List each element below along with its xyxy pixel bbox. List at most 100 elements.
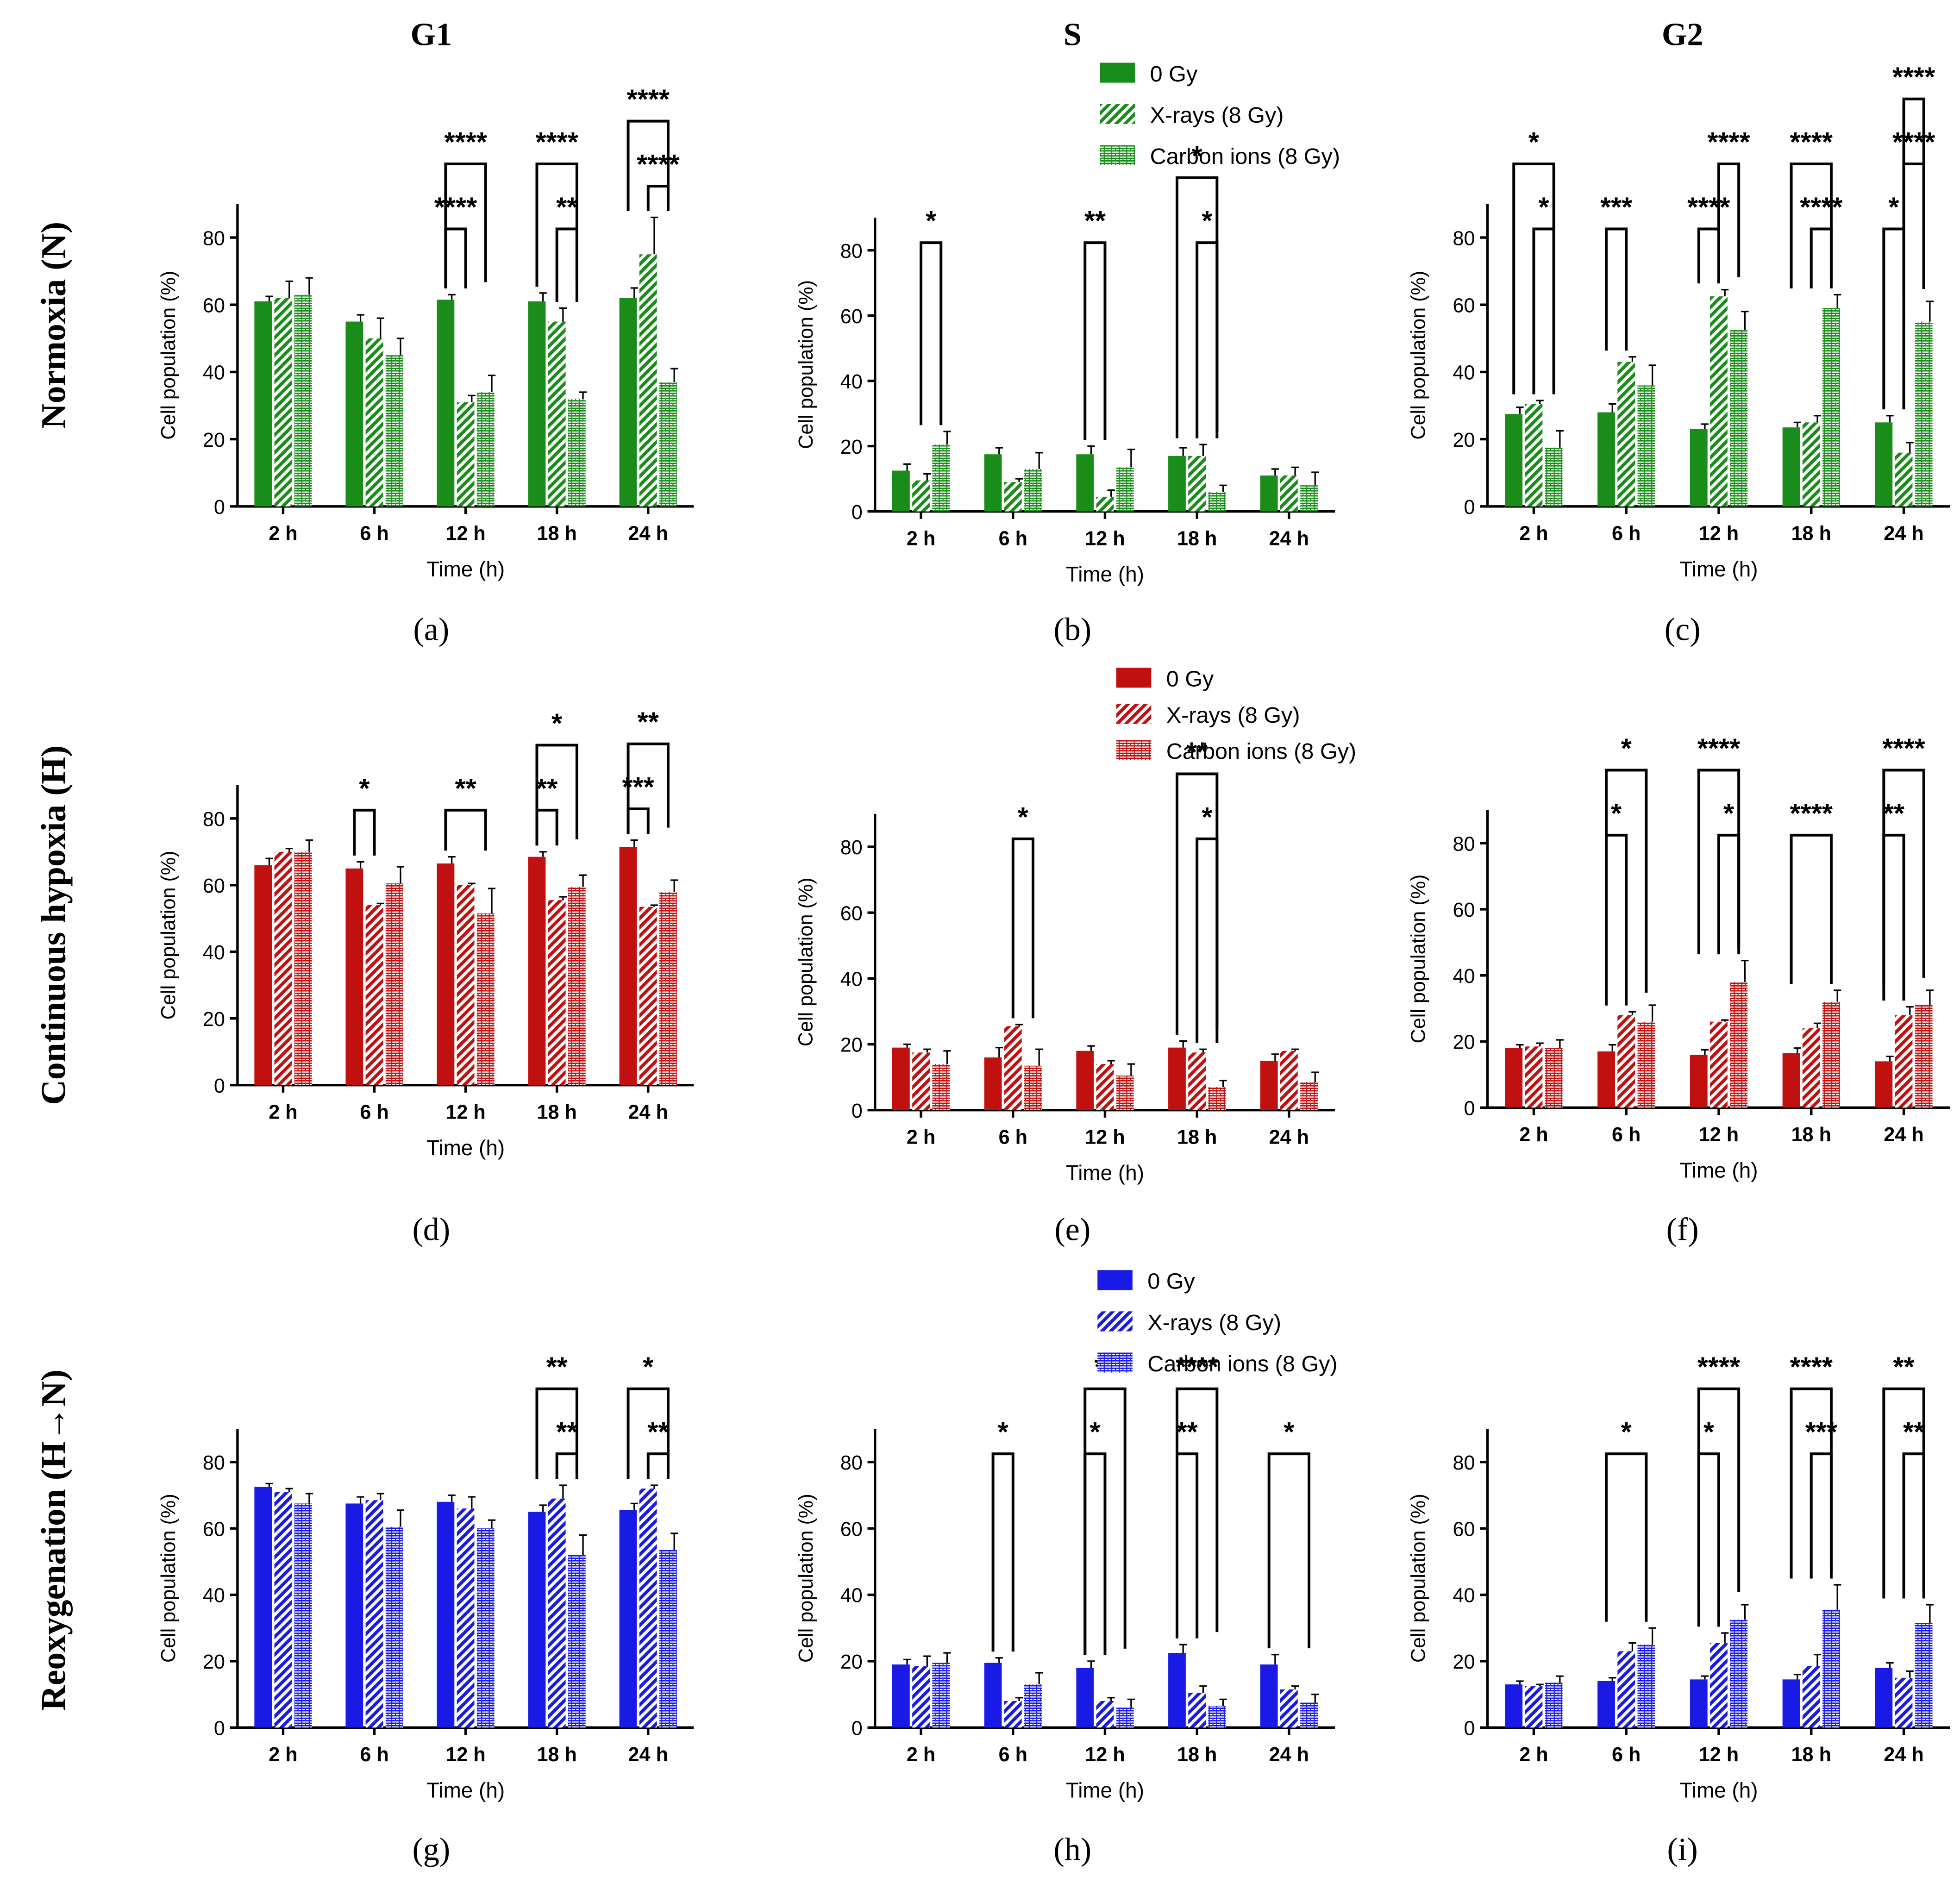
bar-f-s2-c2 [1730, 982, 1748, 1108]
significance-label: * [1888, 191, 1899, 222]
x-tick-label: 2 h [269, 523, 297, 545]
bar-c-s2-c1 [1637, 385, 1655, 507]
x-tick-label: 24 h [1884, 1744, 1923, 1766]
bar-d-s2-c0 [294, 851, 312, 1085]
bar-i-s2-c4 [1915, 1623, 1933, 1728]
significance-bracket [991, 1452, 1014, 1652]
x-tick-label: 18 h [1177, 527, 1217, 550]
legend-swatch [1116, 668, 1152, 688]
legend-label: Carbon ions (8 Gy) [1166, 739, 1356, 764]
x-axis-title: Time (h) [1066, 1778, 1144, 1802]
y-tick-label: 20 [1453, 1032, 1475, 1054]
significance-bracket [920, 241, 943, 425]
y-tick-label: 60 [840, 306, 863, 328]
bar-d-s0-c1 [345, 868, 363, 1085]
bar-a-s2-c3 [568, 399, 586, 507]
bar-b-s1-c1 [1004, 482, 1022, 512]
x-tick-label: 2 h [907, 1126, 935, 1149]
bar-i-s0-c1 [1597, 1681, 1615, 1728]
x-tick-label: 24 h [628, 523, 668, 545]
bar-e-s2-c3 [1208, 1087, 1226, 1110]
significance-label: * [1192, 140, 1203, 171]
bar-f-s1-c1 [1617, 1015, 1635, 1108]
significance-bracket [1882, 227, 1905, 410]
panel-letter-d: (d) [412, 1211, 450, 1247]
bar-d-s2-c3 [568, 887, 586, 1085]
bar-i-s0-c0 [1505, 1684, 1523, 1728]
x-axis-title: Time (h) [426, 1136, 505, 1160]
bar-c-s0-c0 [1505, 414, 1523, 507]
significance-label: **** [1697, 732, 1741, 763]
y-tick-label: 0 [1464, 1718, 1475, 1740]
significance-label: **** [1790, 126, 1833, 157]
bar-e-s2-c1 [1024, 1065, 1042, 1110]
y-tick-label: 80 [1453, 1452, 1475, 1474]
significance-label: **** [434, 191, 477, 222]
y-tick-label: 80 [840, 837, 863, 859]
bar-i-s1-c2 [1710, 1643, 1728, 1728]
significance-bracket [626, 119, 670, 212]
significance-bracket [1717, 163, 1741, 284]
x-axis-title: Time (h) [1679, 557, 1758, 581]
y-tick-label: 40 [203, 942, 225, 964]
significance-bracket [1532, 227, 1555, 394]
bar-i-s2-c3 [1822, 1609, 1840, 1728]
x-tick-label: 6 h [999, 1744, 1027, 1766]
significance-label: **** [1790, 1351, 1833, 1382]
x-tick-label: 12 h [445, 523, 485, 545]
y-tick-label: 20 [840, 1034, 863, 1057]
legend-label: X-rays (8 Gy) [1150, 103, 1284, 128]
significance-bracket [1790, 163, 1833, 288]
x-tick-label: 6 h [1612, 1124, 1641, 1146]
bar-i-s1-c0 [1525, 1686, 1543, 1728]
significance-label: * [1202, 801, 1213, 832]
bar-a-s1-c0 [274, 298, 292, 507]
bar-f-s0-c0 [1505, 1048, 1523, 1108]
y-axis-title: Cell population (%) [795, 877, 817, 1046]
bar-e-s1-c4 [1280, 1051, 1298, 1110]
bar-b-s2-c2 [1116, 467, 1134, 512]
panel-letter-g: (g) [412, 1831, 450, 1867]
legend-label: Carbon ions (8 Gy) [1150, 144, 1340, 169]
significance-bracket [626, 807, 650, 834]
significance-label: ** [1084, 205, 1106, 236]
significance-label: * [1611, 798, 1622, 829]
bar-a-s2-c1 [385, 355, 403, 507]
y-tick-label: 20 [840, 1651, 863, 1673]
legend-R: 0 Gy X-rays (8 Gy) Carbon ions (8 Gy) [1097, 1269, 1338, 1376]
significance-bracket [1717, 833, 1741, 955]
bar-b-s0-c3 [1168, 456, 1186, 512]
significance-label: ** [1176, 1416, 1198, 1447]
bar-c-s2-c3 [1822, 308, 1840, 507]
bar-g-s1-c2 [457, 1508, 475, 1728]
bar-d-s1-c2 [457, 885, 475, 1085]
y-tick-label: 0 [214, 1075, 225, 1097]
legend-H: 0 Gy X-rays (8 Gy) Carbon ions (8 Gy) [1116, 667, 1356, 764]
significance-bracket [1605, 227, 1628, 351]
bar-c-s1-c2 [1710, 296, 1728, 507]
bar-c-s0-c2 [1690, 429, 1708, 507]
panel-e: 0 20 40 60 80 Cell population (%) 2 h 6 h 12 h 18… [795, 737, 1335, 1247]
significance-label: ** [455, 773, 476, 804]
x-tick-label: 18 h [537, 1744, 576, 1766]
bar-g-s0-c3 [528, 1512, 546, 1728]
significance-label: * [926, 205, 937, 236]
bar-a-s2-c4 [659, 382, 677, 507]
bar-h-s0-c3 [1168, 1653, 1186, 1728]
bar-f-s2-c0 [1545, 1048, 1563, 1108]
significance-label: **** [535, 126, 578, 157]
significance-label: ** [1903, 1416, 1925, 1447]
significance-bracket [1810, 1452, 1833, 1579]
x-tick-label: 12 h [445, 1101, 485, 1124]
y-axis-title: Cell population (%) [795, 1494, 817, 1663]
y-axis-title: Cell population (%) [1408, 271, 1430, 440]
y-tick-label: 40 [840, 1585, 863, 1607]
significance-label: * [1284, 1416, 1295, 1447]
bar-b-s1-c4 [1280, 475, 1298, 512]
bar-g-s2-c0 [294, 1503, 312, 1728]
x-tick-label: 24 h [1269, 1744, 1309, 1766]
significance-bracket [535, 163, 578, 287]
bar-i-s0-c4 [1875, 1668, 1893, 1728]
bar-e-s0-c2 [1076, 1051, 1094, 1110]
significance-label: * [1723, 798, 1735, 829]
